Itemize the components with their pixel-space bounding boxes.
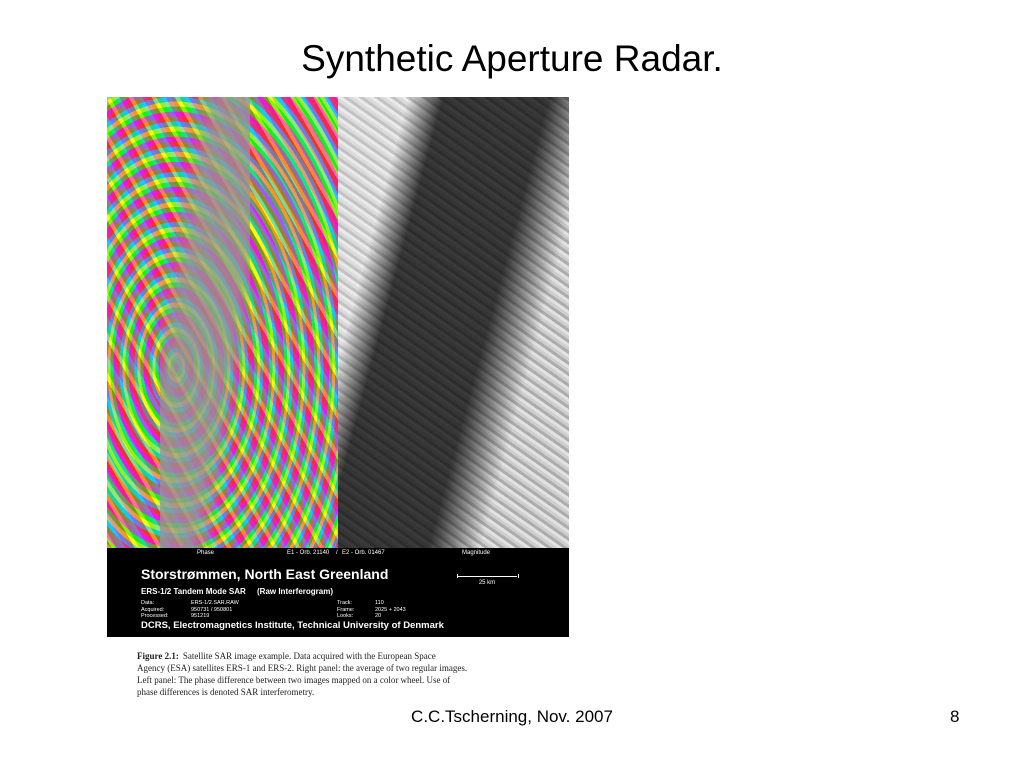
slide-title: Synthetic Aperture Radar. [301,38,723,79]
meta-value: 2025 + 2043 [375,606,406,613]
panel-label: Phase [197,550,215,556]
meta-value: 951219 [191,613,210,619]
glacier-band [160,97,250,548]
meta-row: Acquired: 950731 / 950801 [141,607,271,614]
meta-key: Track: [337,600,353,606]
banner-mode: ERS-1/2 Tandem Mode SAR [141,587,246,596]
meta-right: Track: 110 Frame: 2025 + 2043 Looks: 20 [337,600,467,620]
meta-row: Processed: 951219 [141,613,271,620]
meta-row: Data: ERS-1/2.SAR.RAW [141,600,271,607]
caption-label: Figure 2.1: [137,651,179,661]
scale-label: 25 km [478,580,496,586]
meta-value: 950731 / 950801 [191,606,233,613]
page-number: 8 [950,707,960,726]
banner-title: Storstrømmen, North East Greenland [141,566,389,582]
meta-row: Frame: 2025 + 2043 [337,607,467,614]
figure-banner: Phase E1 - Orb. 21140 / E2 - Orb. 01467 … [107,548,569,637]
meta-left: Data: ERS-1/2.SAR.RAW Acquired: 950731 / 95… [141,600,271,620]
scale-line [457,576,517,577]
meta-value: 20 [375,613,382,619]
caption-line: Left panel: The phase difference between… [137,675,451,685]
caption-line: Satellite SAR image example. Data acquir… [182,651,436,661]
meta-value: ERS-1/2.SAR.RAW [191,600,239,606]
meta-row: Track: 110 [337,600,467,607]
separator: / [336,550,338,556]
meta-value: 110 [375,600,384,606]
magnitude-image [338,97,569,548]
caption: Figure 2.1: Satellite SAR image example. … [137,650,537,698]
panel-label: Magnitude [462,550,491,556]
orbit-label: E2 - Orb. 01467 [342,550,385,556]
banner-kind: (Raw Interferogram) [257,587,334,596]
institute: DCRS, Electromagnetics Institute, Techni… [141,620,444,631]
footer-author: C.C.Tscherning, Nov. 2007 [411,707,613,726]
meta-row: Looks: 20 [337,613,467,620]
caption-line: Agency (ESA) satellites ERS-1 and ERS-2.… [137,663,468,673]
caption-line: phase differences is denoted SAR interfe… [137,687,315,697]
meta-key: Processed: [141,613,169,619]
meta-key: Data: [141,600,155,606]
meta-key: Acquired: [141,606,165,613]
orbit-label: E1 - Orb. 21140 [287,550,330,556]
meta-key: Looks: [337,613,354,619]
meta-key: Frame: [337,606,355,613]
